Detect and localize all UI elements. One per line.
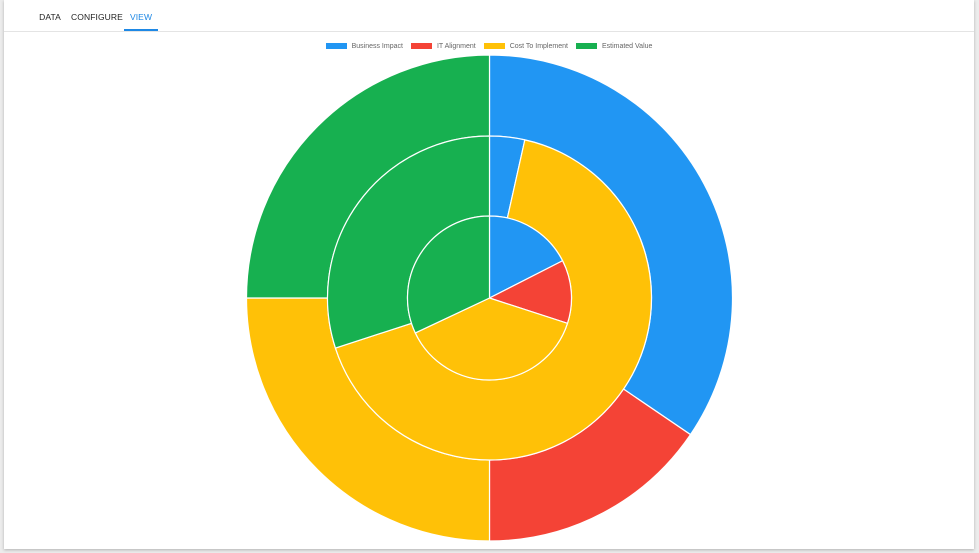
legend-label: Business Impact: [351, 42, 403, 50]
inner-ring-segment-business-impact[interactable]: [488, 215, 564, 299]
chart-legend: Business Impact IT Alignment Cost To Imp…: [4, 39, 974, 53]
legend-label: Cost To Implement: [509, 42, 568, 50]
legend-swatch: [575, 43, 597, 49]
legend-item-estimated-value[interactable]: Estimated Value: [575, 42, 653, 50]
legend-item-cost-to-implement[interactable]: Cost To Implement: [483, 42, 568, 50]
inner-ring-segment-cost-to-implement[interactable]: [414, 297, 569, 381]
legend-swatch: [325, 43, 347, 49]
tab-bar: DATA CONFIGURE VIEW: [4, 0, 974, 32]
legend-item-it-alignment[interactable]: IT Alignment: [410, 42, 476, 50]
inner-ring-segment-estimated-value[interactable]: [406, 215, 491, 334]
tab-view[interactable]: VIEW: [124, 0, 158, 31]
tab-configure[interactable]: CONFIGURE: [71, 12, 123, 22]
legend-label: IT Alignment: [436, 42, 476, 50]
legend-label: Estimated Value: [601, 42, 653, 50]
legend-swatch: [483, 43, 505, 49]
tab-data[interactable]: DATA: [39, 12, 61, 22]
inner-ring-segment-it-alignment[interactable]: [487, 259, 573, 325]
legend-item-business-impact[interactable]: Business Impact: [325, 42, 403, 50]
legend-swatch: [410, 43, 432, 49]
